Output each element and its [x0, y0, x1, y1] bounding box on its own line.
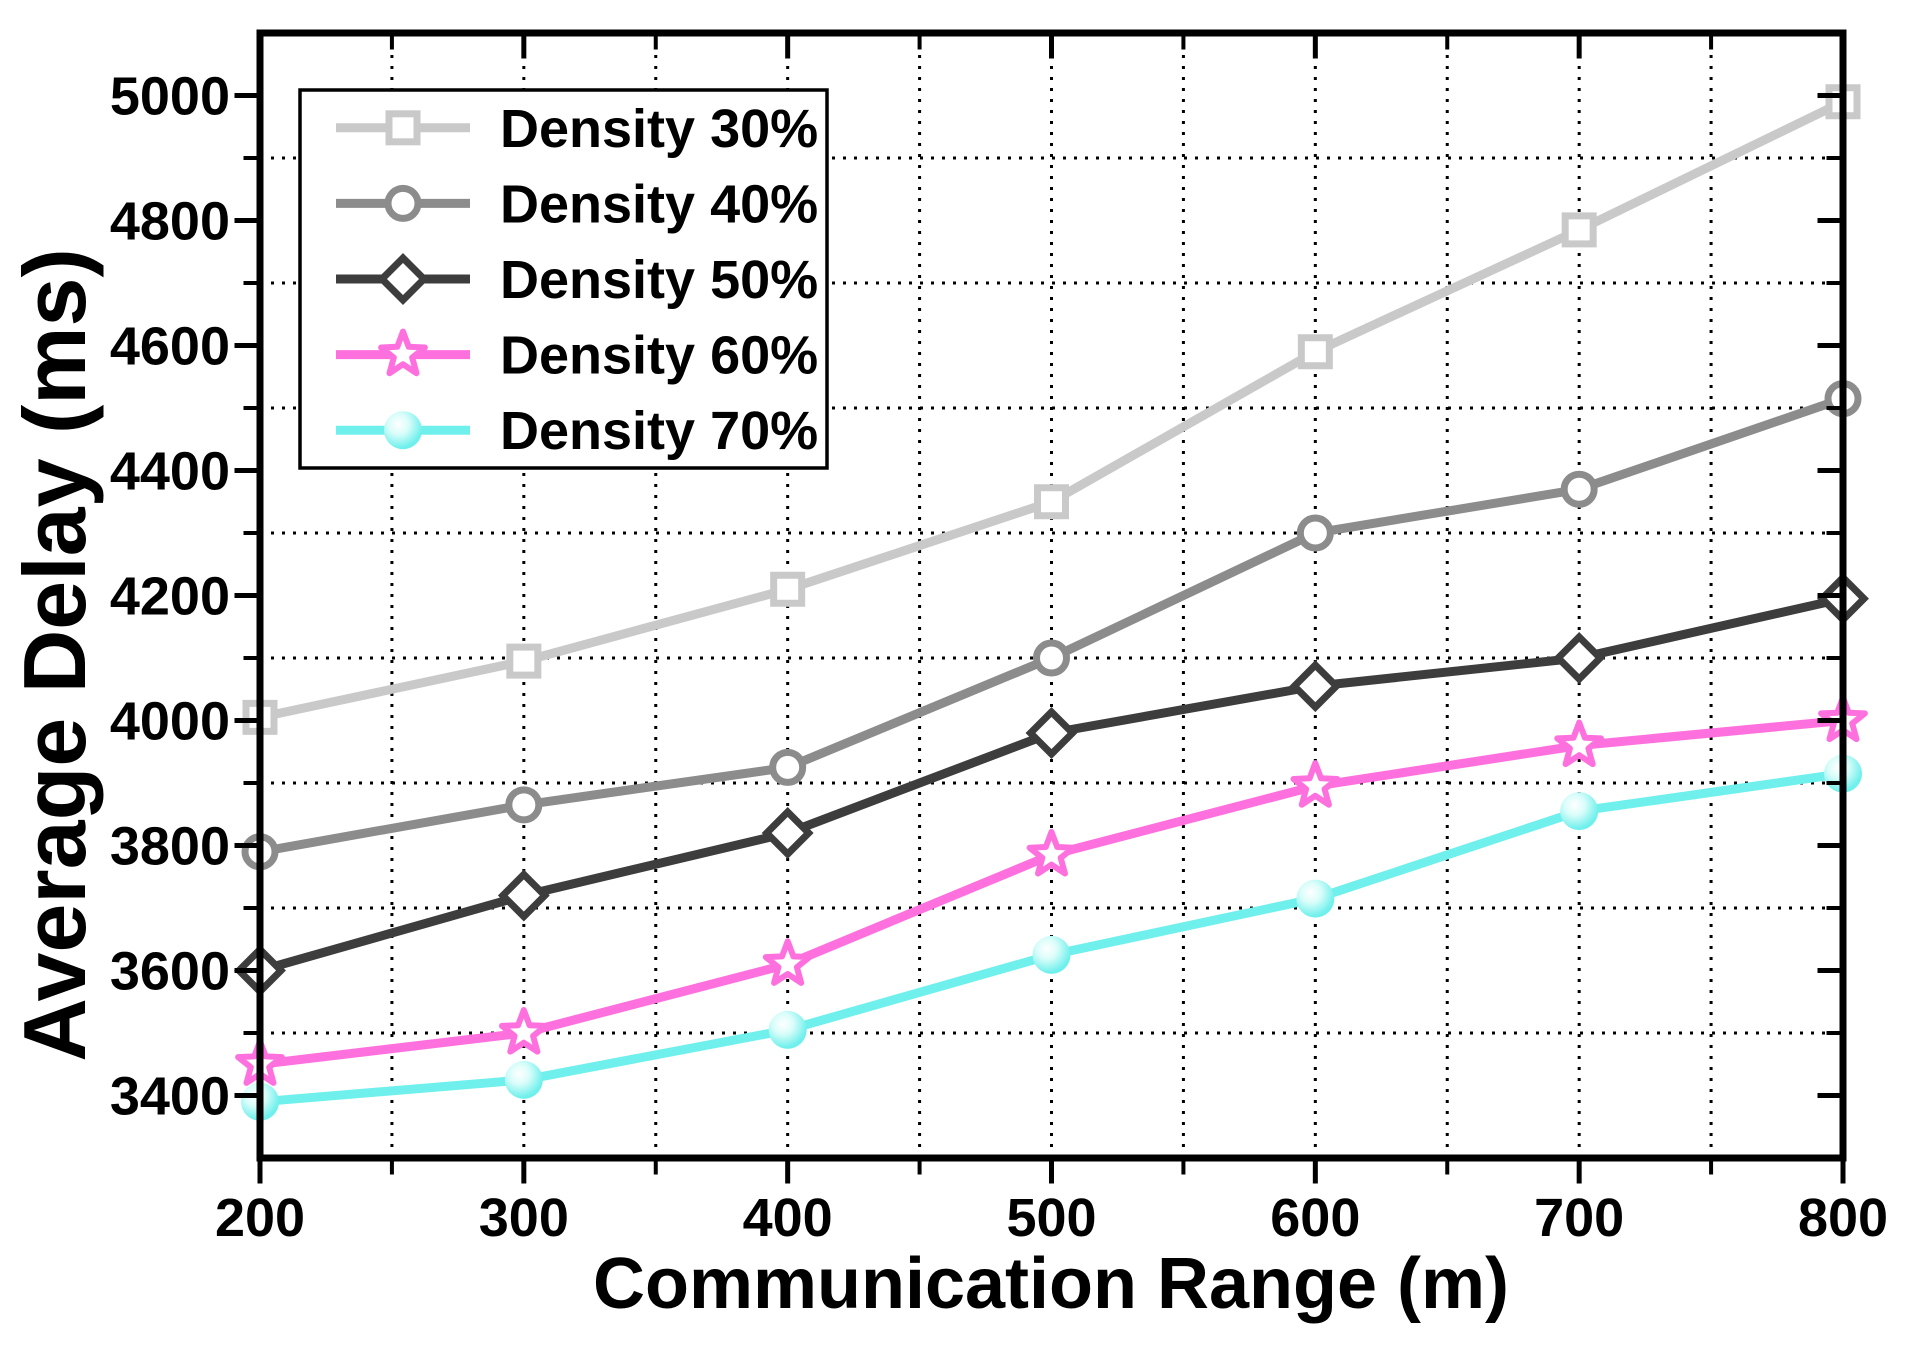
marker-diamond-icon	[1025, 707, 1078, 759]
axis-ticks	[234, 36, 1846, 1184]
legend-item-density-60: Density 60%	[336, 326, 818, 386]
legend-label: Density 60%	[500, 326, 818, 386]
marker-square-icon	[1034, 484, 1069, 520]
marker-sphere-icon	[1032, 935, 1071, 974]
marker-square-icon	[1297, 334, 1333, 370]
marker-sphere-icon	[768, 1010, 807, 1049]
legend-label: Density 50%	[500, 250, 818, 310]
legend-item-density-70: Density 70%	[336, 401, 818, 461]
tick-labels: 5000 4800 4600 4400 4200 4000 3800 3600 3400 200 3…	[110, 67, 1888, 1249]
legend-item-density-30: Density 30%	[336, 99, 818, 159]
x-tick-label: 700	[1534, 1188, 1624, 1248]
x-tick-label: 200	[215, 1188, 305, 1248]
legend-label: Density 30%	[500, 99, 818, 159]
y-tick-label: 3400	[110, 1067, 230, 1127]
marker-circle-icon	[1560, 470, 1598, 508]
x-axis-title: Communication Range (m)	[593, 1244, 1509, 1324]
marker-circle-icon	[384, 184, 422, 222]
marker-circle-icon	[505, 786, 543, 824]
x-tick-label: 400	[743, 1188, 833, 1248]
legend-item-density-40: Density 40%	[336, 174, 818, 234]
legend-label: Density 40%	[500, 174, 818, 234]
marker-star-icon	[378, 328, 428, 377]
y-tick-label: 4000	[110, 692, 230, 752]
marker-square-icon	[385, 110, 421, 146]
legend-label: Density 70%	[500, 401, 818, 461]
y-tick-label: 4400	[110, 442, 230, 502]
plot-border	[256, 29, 1847, 1162]
marker-star-icon	[1026, 828, 1077, 877]
marker-diamond-icon	[1289, 660, 1342, 713]
series-density-50	[234, 572, 1869, 997]
marker-star-icon	[1290, 760, 1341, 808]
marker-diamond-icon	[377, 253, 429, 305]
marker-circle-icon	[1033, 639, 1070, 677]
marker-circle-icon	[769, 748, 807, 786]
marker-sphere-icon	[1296, 879, 1335, 918]
marker-diamond-icon	[1553, 632, 1606, 684]
marker-diamond-icon	[497, 869, 550, 922]
marker-square-icon	[506, 643, 542, 679]
y-tick-label: 4600	[110, 317, 230, 377]
marker-sphere-icon	[1560, 792, 1599, 831]
y-tick-label: 5000	[110, 67, 230, 127]
marker-square-icon	[1561, 212, 1597, 248]
marker-sphere-icon	[504, 1060, 543, 1099]
marker-circle-icon	[1296, 514, 1334, 552]
marker-sphere-icon	[384, 411, 422, 450]
y-tick-label: 4200	[110, 567, 230, 627]
marker-star-icon	[499, 1007, 549, 1055]
x-tick-label: 600	[1270, 1188, 1360, 1248]
legend: Density 30% Density 40% Density 50% Density…	[298, 88, 829, 470]
y-tick-label: 3800	[110, 817, 230, 877]
x-tick-label: 500	[1006, 1188, 1096, 1248]
series-density-60	[235, 694, 1868, 1086]
x-tick-label: 300	[479, 1188, 569, 1248]
marker-square-icon	[770, 571, 806, 607]
marker-star-icon	[1554, 719, 1604, 768]
y-tick-label: 4800	[110, 192, 230, 252]
marker-star-icon	[762, 938, 813, 986]
marker-diamond-icon	[761, 807, 814, 859]
plot-generated-content: 5000 4800 4600 4400 4200 4000 3800 3600 3400 200 3…	[110, 29, 1888, 1249]
x-tick-label: 800	[1798, 1188, 1888, 1248]
y-tick-label: 3600	[110, 942, 230, 1002]
legend-item-density-50: Density 50%	[336, 250, 818, 310]
series-density-40	[241, 380, 1862, 871]
y-axis-title: Average Delay (ms)	[5, 248, 104, 1062]
